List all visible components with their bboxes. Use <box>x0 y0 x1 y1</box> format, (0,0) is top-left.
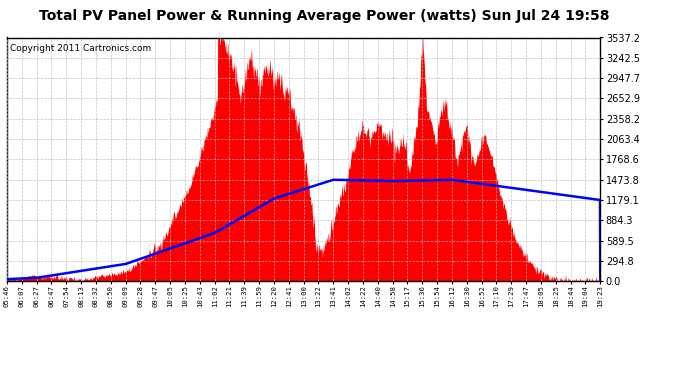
Text: Copyright 2011 Cartronics.com: Copyright 2011 Cartronics.com <box>10 44 151 52</box>
Text: Total PV Panel Power & Running Average Power (watts) Sun Jul 24 19:58: Total PV Panel Power & Running Average P… <box>39 9 609 23</box>
